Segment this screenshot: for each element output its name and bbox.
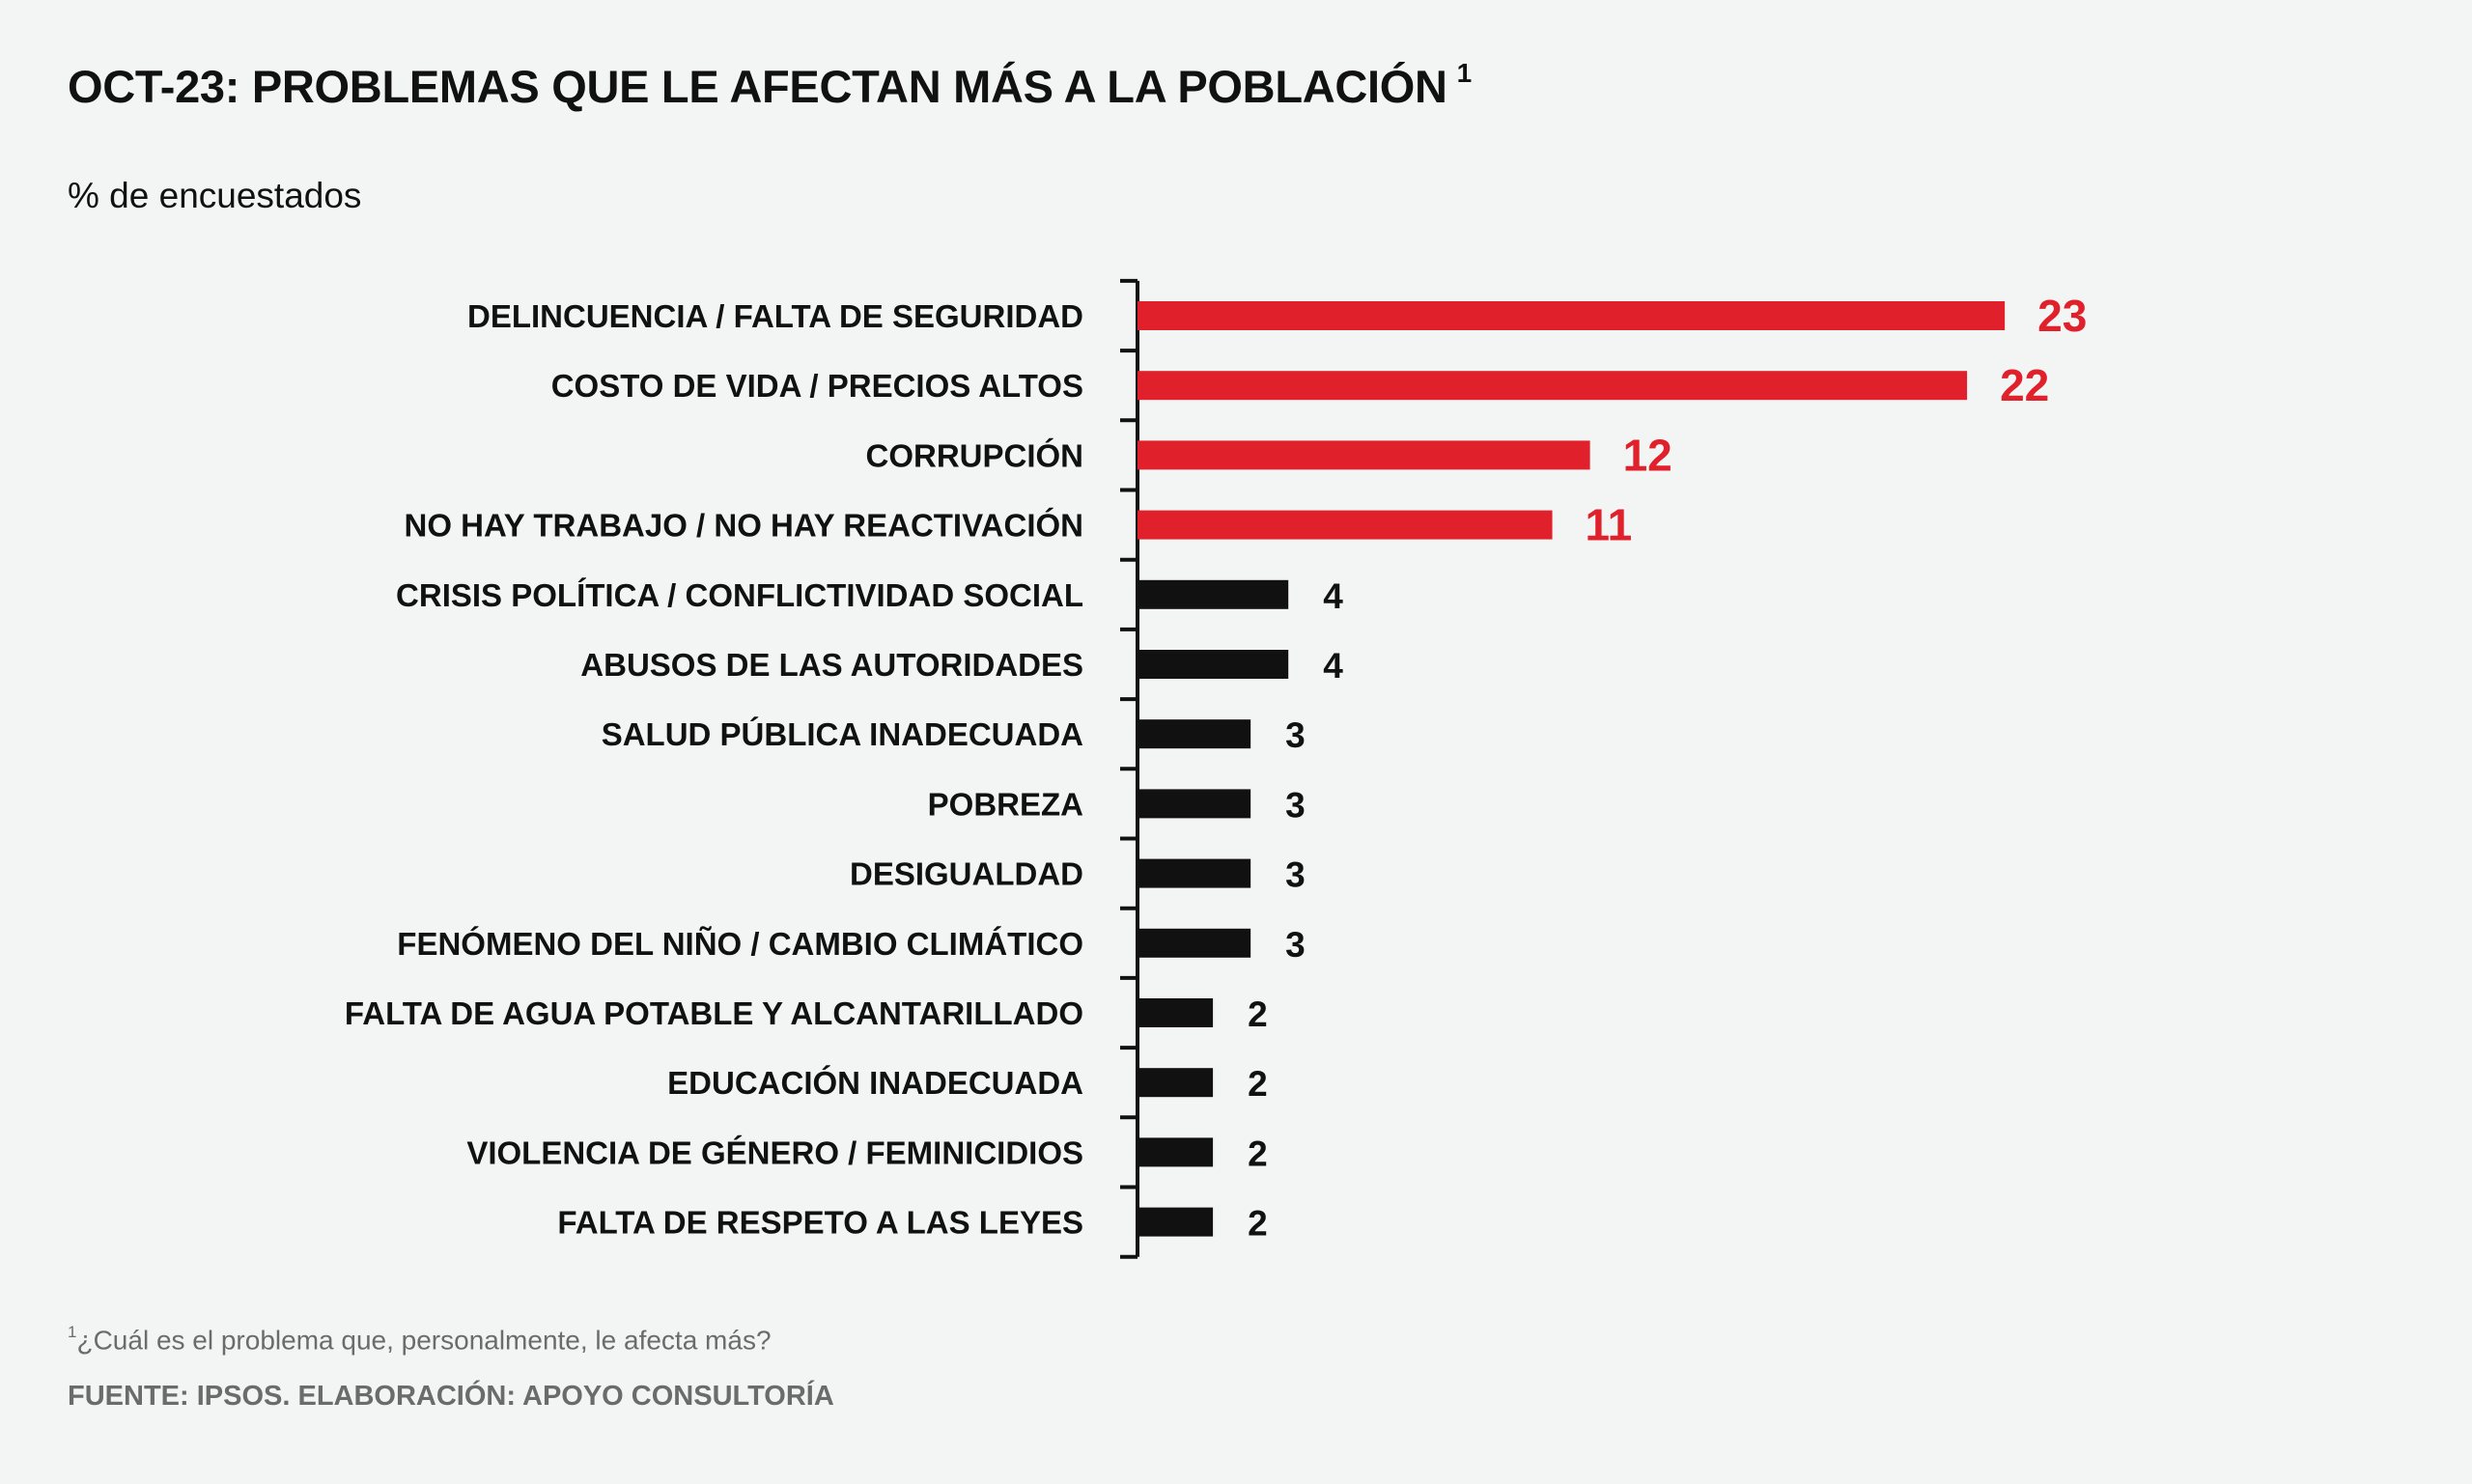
category-label: CRISIS POLÍTICA / CONFLICTIVIDAD SOCIAL (396, 577, 1083, 613)
value-label: 3 (1285, 785, 1306, 825)
value-label: 12 (1623, 430, 1672, 480)
footnote: 1¿Cuál es el problema que, personalmente… (68, 1323, 772, 1356)
bar (1138, 789, 1251, 819)
bar (1138, 719, 1251, 749)
category-label: DELINCUENCIA / FALTA DE SEGURIDAD (467, 298, 1083, 334)
category-label: FALTA DE AGUA POTABLE Y ALCANTARILLADO (345, 995, 1083, 1031)
category-label: CORRUPCIÓN (865, 437, 1083, 473)
category-label: NO HAY TRABAJO / NO HAY REACTIVACIÓN (404, 508, 1083, 544)
value-label: 2 (1248, 1064, 1268, 1104)
value-label: 3 (1285, 855, 1306, 895)
value-label: 2 (1248, 994, 1268, 1034)
bar (1138, 510, 1553, 540)
bar (1138, 371, 1968, 401)
bar (1138, 650, 1289, 679)
category-label: VIOLENCIA DE GÉNERO / FEMINICIDIOS (466, 1134, 1083, 1170)
footnote-text: ¿Cuál es el problema que, personalmente,… (76, 1325, 772, 1356)
bar (1138, 579, 1289, 609)
category-label: ABUSOS DE LAS AUTORIDADES (580, 647, 1083, 683)
bar (1138, 1137, 1214, 1167)
value-label: 23 (2037, 291, 2087, 341)
category-label: FALTA DE RESPETO A LAS LEYES (557, 1205, 1083, 1241)
chart-axis (1120, 278, 1139, 1259)
source-credit: FUENTE: IPSOS. ELABORACIÓN: APOYO CONSUL… (68, 1381, 834, 1412)
value-label: 2 (1248, 1134, 1268, 1173)
bar (1138, 858, 1251, 888)
value-label: 22 (2000, 360, 2049, 410)
bar (1138, 301, 2006, 330)
title-note-marker: 1 (1456, 58, 1473, 89)
chart-category-labels: DELINCUENCIA / FALTA DE SEGURIDAD COSTO D… (345, 298, 1083, 1241)
category-label: COSTO DE VIDA / PRECIOS ALTOS (551, 368, 1083, 404)
chart-title: OCT-23: PROBLEMAS QUE LE AFECTAN MÁS A L… (68, 61, 1447, 112)
category-label: DESIGUALDAD (850, 856, 1083, 892)
bar (1138, 1068, 1214, 1098)
page-title: OCT-23: PROBLEMAS QUE LE AFECTAN MÁS A L… (68, 58, 1473, 113)
footnote-marker: 1 (68, 1323, 77, 1341)
bar (1138, 928, 1251, 958)
bar (1138, 998, 1214, 1027)
chart-bars (1138, 301, 2006, 1237)
category-label: SALUD PÚBLICA INADECUADA (602, 716, 1083, 752)
bar (1138, 1207, 1214, 1237)
value-label: 2 (1248, 1204, 1268, 1244)
value-label: 3 (1285, 925, 1306, 965)
category-label: EDUCACIÓN INADECUADA (667, 1065, 1083, 1101)
chart-subtitle: % de encuestados (68, 176, 362, 215)
bar (1138, 440, 1590, 470)
value-label: 3 (1285, 715, 1306, 755)
value-label: 4 (1323, 576, 1343, 616)
category-label: FENÓMENO DEL NIÑO / CAMBIO CLIMÁTICO (397, 926, 1083, 962)
value-label: 4 (1323, 646, 1343, 686)
category-label: POBREZA (928, 786, 1083, 822)
value-label: 11 (1586, 500, 1633, 550)
